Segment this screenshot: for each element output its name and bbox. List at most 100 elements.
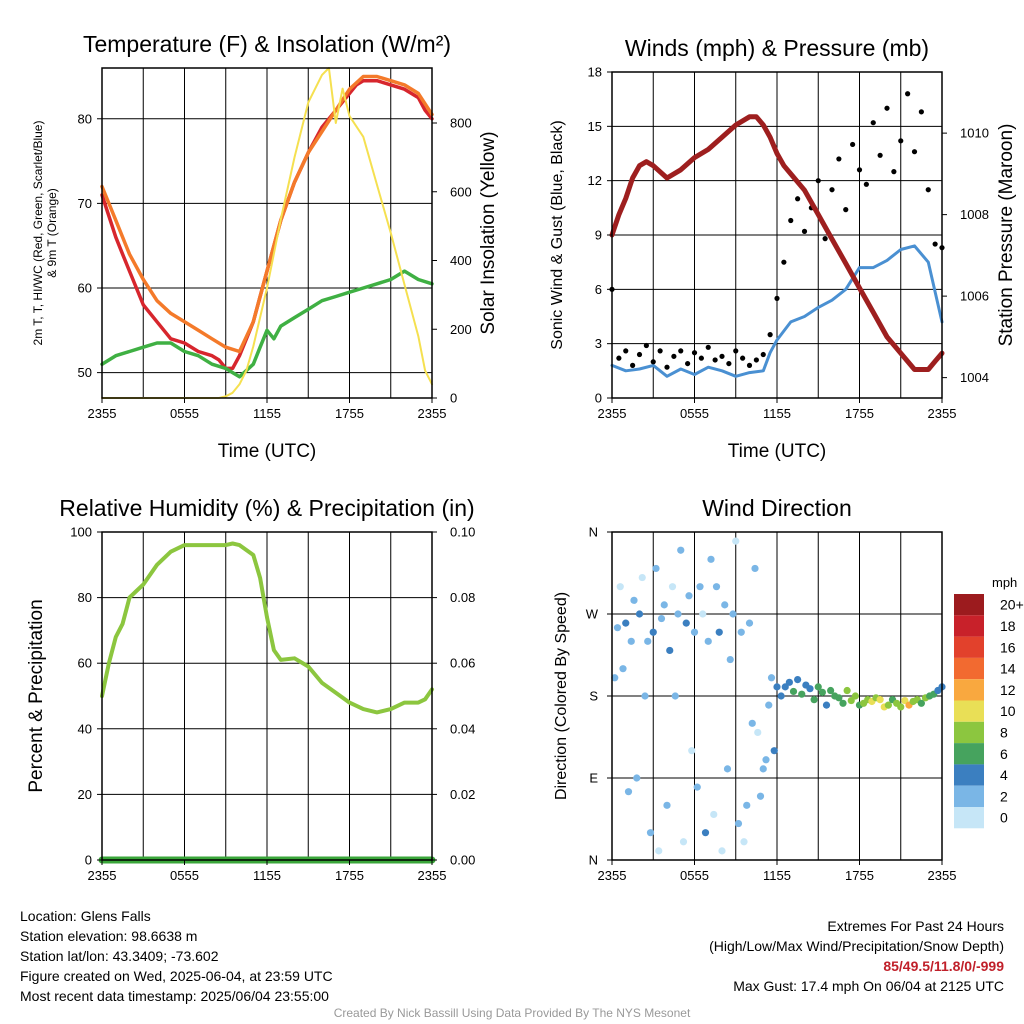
direction-point	[818, 688, 826, 696]
direction-point	[743, 801, 751, 809]
series-wind	[610, 244, 944, 378]
station-info: Location: Glens Falls Station elevation:…	[20, 906, 333, 1006]
y-tick-label: 70	[78, 196, 92, 211]
gust-point	[643, 342, 649, 349]
direction-point	[668, 583, 677, 591]
gust-point	[719, 353, 725, 359]
direction-point	[897, 703, 905, 711]
x-axis-label: Time (UTC)	[728, 441, 827, 462]
legend-label: 8	[1000, 724, 1008, 740]
x-axis-label: Time (UTC)	[218, 441, 317, 462]
direction-point	[635, 610, 644, 618]
direction-point	[737, 628, 745, 636]
direction-point	[701, 829, 710, 837]
gust-point	[623, 348, 629, 354]
legend-label: 6	[1000, 746, 1008, 762]
panel-3: 2355 0555 1155 1755 23550204060801000.000.02…	[26, 495, 475, 883]
legend-label: 16	[1000, 639, 1016, 655]
y2-axis-label: Station Pressure (Maroon)	[996, 124, 1017, 347]
gust-point	[767, 332, 773, 338]
y-axis-label: Direction (Colored By Speed)	[553, 592, 570, 800]
x-tick-label: 1155	[763, 406, 791, 421]
gust-point	[726, 360, 732, 367]
gust-point	[856, 167, 863, 173]
direction-point	[666, 646, 674, 655]
y2-tick-label: 0.04	[450, 721, 475, 736]
y-tick-label: 100	[70, 525, 92, 540]
gust-point	[733, 348, 739, 354]
direction-point	[613, 624, 622, 632]
y2-tick-label: 0.06	[450, 656, 475, 671]
y-tick-label: 9	[595, 228, 602, 243]
direction-point	[677, 546, 685, 554]
gust-point	[905, 91, 911, 97]
direction-point	[785, 678, 793, 686]
direction-point	[822, 701, 831, 709]
direction-point	[624, 788, 633, 796]
y-tick-label: W	[586, 607, 599, 622]
direction-point	[674, 610, 682, 618]
y-axis-label-line: 2m T, T, HI/WC (Red, Green, Scarlet/Blue…	[31, 121, 45, 346]
direction-point	[693, 783, 701, 791]
direction-point	[712, 583, 721, 591]
chart-title: Wind Direction	[702, 495, 852, 521]
direction-point	[810, 696, 818, 704]
direction-point	[611, 674, 619, 682]
legend-swatch	[954, 743, 984, 765]
legend-label: 0	[1000, 810, 1008, 826]
direction-point	[627, 637, 635, 645]
gust-point	[630, 362, 636, 368]
direction-point	[699, 610, 707, 618]
y2-axis-label: Solar Insolation (Yellow)	[478, 131, 499, 334]
x-tick-label: 1155	[763, 868, 791, 883]
y-axis-label: 2m T, T, HI/WC (Red, Green, Scarlet/Blue…	[31, 121, 59, 346]
max-gust: Max Gust: 17.4 mph On 06/04 at 2125 UTC	[733, 978, 1004, 994]
direction-point	[641, 692, 649, 700]
direction-point	[767, 674, 776, 682]
x-tick-label: 0555	[170, 868, 199, 883]
gust-point	[781, 259, 787, 265]
direction-point	[616, 583, 624, 591]
y-tick-label: 3	[595, 336, 602, 351]
direction-point	[715, 628, 723, 636]
direction-point	[851, 692, 859, 700]
direction-point	[765, 701, 773, 709]
direction-point	[723, 765, 732, 773]
direction-point	[619, 665, 627, 673]
legend-swatch	[954, 721, 984, 744]
station-location: Location: Glens Falls	[20, 908, 151, 924]
direction-point	[777, 692, 785, 700]
x-tick-label: 2355	[598, 406, 627, 421]
y-tick-label: 18	[588, 65, 602, 80]
direction-point	[798, 690, 806, 698]
direction-point	[622, 619, 630, 627]
legend-label: 18	[1000, 618, 1016, 634]
station-elevation: Station elevation: 98.6638 m	[20, 928, 198, 944]
gust-point	[911, 149, 918, 155]
gust-point	[932, 241, 938, 247]
legend-label: 14	[1000, 661, 1016, 677]
legend-label: 20+	[1000, 597, 1024, 613]
direction-point	[917, 699, 925, 707]
gust-point	[815, 178, 821, 184]
gust-point	[898, 138, 904, 144]
gust-point	[877, 152, 883, 158]
extremes-title: Extremes For Past 24 Hours	[827, 918, 1004, 934]
y-tick-label: 80	[78, 111, 92, 126]
gust-point	[685, 360, 691, 367]
gust-point	[774, 295, 780, 301]
y-axis-label-line2: & 9m T (Orange)	[45, 188, 59, 278]
direction-point	[704, 637, 712, 645]
gust-point	[664, 364, 670, 370]
gust-point	[698, 355, 704, 361]
y-tick-label: 0	[85, 853, 92, 868]
y2-tick-label: 800	[450, 116, 472, 131]
direction-point	[884, 701, 892, 709]
direction-point	[839, 699, 847, 707]
direction-point	[685, 592, 693, 600]
gust-point	[795, 196, 801, 202]
gust-point	[850, 141, 856, 148]
gust-point	[884, 105, 890, 111]
y2-tick-label: 1008	[960, 207, 989, 222]
x-tick-label: 1755	[845, 868, 874, 883]
